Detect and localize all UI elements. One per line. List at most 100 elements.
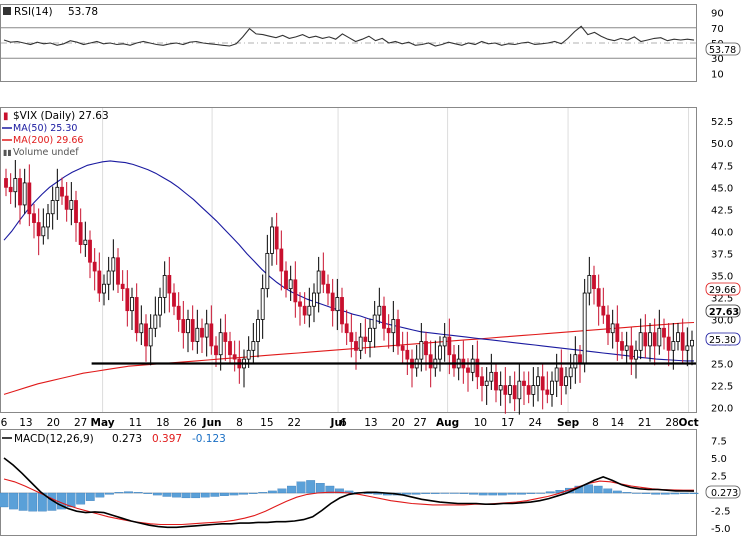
x-tick-label: 8: [592, 417, 599, 429]
macd-histogram-bar: [507, 492, 517, 495]
rsi-badge: 53.78: [705, 42, 741, 56]
macd-badge: 0.273: [705, 485, 741, 499]
candle-body: [69, 200, 74, 210]
candle-body: [358, 336, 363, 351]
candle-body: [335, 297, 340, 312]
candle-body: [153, 314, 158, 329]
candle-body: [419, 341, 424, 360]
candle-body: [685, 345, 690, 351]
candle-body: [270, 226, 274, 254]
candle-body: [274, 226, 279, 250]
price-tick-label: 25.0: [711, 360, 733, 371]
candle-body: [517, 380, 522, 400]
x-tick-label: 28: [665, 417, 678, 429]
candle-body: [172, 292, 176, 307]
candle-body: [181, 319, 186, 334]
rsi-legend-swatch: [3, 7, 11, 15]
candle-body: [251, 341, 256, 351]
candle-body: [489, 371, 494, 382]
candle-body: [559, 367, 564, 386]
candle-body: [643, 332, 648, 347]
candle-body: [578, 354, 582, 364]
candle-body: [64, 195, 69, 210]
macd-panel: MACD(12,26,9) 0.273 0.397 -0.123 7.5 5.0 2…: [0, 429, 741, 536]
volume-icon: ▮▮: [3, 148, 12, 157]
x-tick-label: 11: [129, 417, 142, 429]
last-price-badge: 27.63: [705, 304, 741, 318]
price-tick-label: 52.5: [711, 117, 733, 128]
candle-body: [438, 345, 442, 360]
x-tick-label: Aug: [436, 417, 459, 429]
price-tick-label: 47.5: [711, 161, 733, 172]
candle-body: [232, 354, 237, 360]
macd-histogram-bar: [469, 492, 478, 495]
candle-body: [671, 341, 676, 351]
candle-body: [102, 283, 106, 294]
candle-body: [46, 213, 50, 228]
candle-body: [265, 252, 270, 290]
price-tick-label: 45.0: [711, 183, 733, 194]
candle-body: [50, 200, 55, 215]
candle-body: [596, 288, 601, 307]
candle-body: [498, 385, 503, 391]
candle-body: [209, 323, 214, 347]
macd-histogram-bar: [76, 492, 86, 505]
candle-body: [298, 301, 302, 307]
x-tick-label: 6: [340, 417, 347, 429]
candle-body: [405, 349, 410, 360]
candle-body: [680, 332, 685, 351]
macd-histogram-bar: [488, 492, 498, 496]
macd-histogram-bar: [248, 492, 258, 494]
candle-body: [666, 336, 671, 351]
price-legend: ▮ $VIX (Daily) 27.63 MA(50) 25.30 MA(200…: [2, 110, 109, 158]
candle-body: [349, 332, 354, 342]
macd-histogram-bar: [459, 492, 469, 494]
x-tick-label: 24: [529, 417, 543, 429]
candle-body: [475, 358, 480, 378]
candle-body: [606, 314, 610, 334]
macd-legend: MACD(12,26,9) 0.273 0.397 -0.123: [2, 433, 226, 445]
ma200-badge: 29.66: [705, 282, 741, 296]
candle-body: [550, 380, 554, 395]
rsi-value: 53.78: [68, 6, 98, 18]
x-tick-label: 8: [236, 417, 243, 429]
candle-body: [624, 345, 629, 351]
candle-body: [284, 270, 288, 290]
candle-body: [8, 186, 13, 193]
rsi-line: [3, 25, 695, 47]
candle-body: [316, 270, 321, 294]
candle-body: [610, 323, 615, 334]
candle-body: [363, 336, 368, 342]
candle-body: [531, 385, 536, 395]
ma200-line: [3, 321, 695, 395]
x-tick-label: Jul: [330, 417, 346, 429]
candle-body: [116, 257, 120, 285]
x-tick-label: 22: [288, 417, 301, 429]
candle-body: [218, 332, 223, 356]
candle-body: [148, 327, 153, 347]
x-tick-label: 10: [474, 417, 487, 429]
macd-histogram-bar: [497, 492, 507, 496]
candles: [4, 159, 694, 415]
candle-body: [657, 327, 662, 347]
macd-histogram-bar: [440, 492, 450, 494]
macd-line: [3, 457, 695, 529]
macd-tick-label: -2.5: [711, 507, 731, 518]
candle-body: [447, 336, 452, 356]
ma200-badge-box: [705, 282, 741, 296]
candle-body: [293, 279, 298, 303]
candle-body: [554, 367, 559, 382]
candle-body: [88, 239, 92, 263]
macd-histogram-bar: [651, 492, 661, 495]
candle-body: [256, 319, 260, 342]
candle-body: [615, 323, 620, 342]
macd-histogram-bar: [114, 492, 124, 494]
macd-frame: [0, 429, 697, 536]
ma50-badge: 25.30: [705, 332, 741, 346]
candle-body: [545, 389, 550, 395]
macd-histogram-bar: [267, 490, 277, 494]
macd-histogram: [0, 480, 699, 512]
macd-histogram-bar: [172, 492, 181, 498]
price-tick-label: 50.0: [711, 139, 733, 150]
